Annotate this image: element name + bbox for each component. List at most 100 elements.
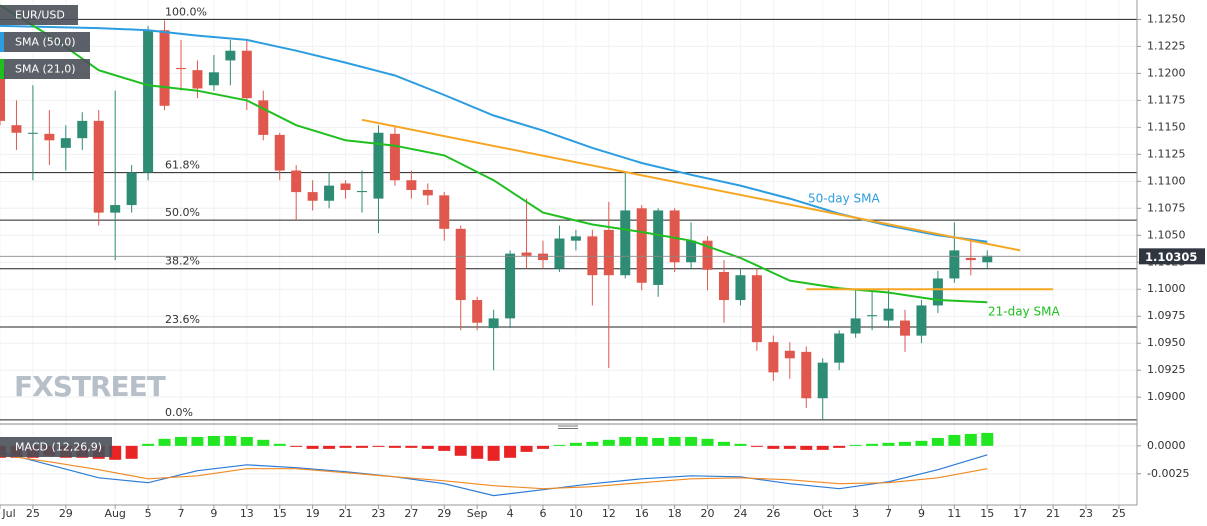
- histogram-bar: [586, 441, 599, 446]
- histogram-bar: [109, 445, 122, 460]
- candle-body: [620, 210, 631, 276]
- histogram-bar: [619, 436, 632, 446]
- candle-body: [784, 350, 795, 359]
- macd-line: [0, 451, 988, 497]
- candle-body: [850, 318, 861, 334]
- histogram-bar: [767, 445, 780, 449]
- histogram-bar: [372, 445, 385, 447]
- candle-body: [982, 255, 993, 263]
- histogram-bar: [355, 445, 368, 448]
- x-tick-label: 23: [1079, 507, 1093, 520]
- histogram-bar: [652, 437, 665, 446]
- histogram-bar: [915, 440, 928, 446]
- histogram-bar: [273, 443, 286, 446]
- histogram-bar: [142, 443, 155, 446]
- candle-body: [44, 133, 55, 141]
- histogram-bar: [306, 445, 319, 449]
- y-tick-label: 0.0000: [1147, 439, 1186, 452]
- panel-handle[interactable]: [558, 425, 578, 429]
- x-tick-label: Oct: [813, 507, 833, 520]
- candle-body: [126, 172, 137, 206]
- histogram-bar: [701, 438, 714, 446]
- histogram-bar: [849, 444, 862, 446]
- y-tick-label: 1.1075: [1147, 201, 1186, 214]
- histogram-bar: [240, 436, 253, 446]
- candle-body: [241, 50, 252, 99]
- histogram-bar: [635, 436, 648, 446]
- histogram-bar: [833, 445, 846, 448]
- candle-body: [422, 189, 433, 196]
- histogram-bar: [553, 444, 566, 446]
- y-tick-label: 1.1250: [1147, 12, 1186, 25]
- candle-body: [587, 236, 598, 276]
- candle-body: [208, 72, 219, 86]
- histogram-bar: [964, 433, 977, 446]
- y-tick-label: 1.1000: [1147, 282, 1186, 295]
- histogram-bar: [405, 445, 418, 448]
- candle-body: [735, 275, 746, 301]
- level-label: 38.2%: [165, 255, 200, 268]
- candle-body: [669, 210, 680, 263]
- x-tick-label: 24: [733, 507, 747, 520]
- candle-body: [324, 185, 335, 201]
- x-tick-label: 23: [371, 507, 385, 520]
- histogram-bar: [866, 443, 879, 446]
- x-tick-label: Sep: [467, 507, 488, 520]
- candle-body: [225, 50, 236, 61]
- histogram-bar: [174, 436, 187, 446]
- candle-body: [636, 208, 647, 283]
- histogram-bar: [339, 445, 352, 448]
- candle-body: [653, 210, 664, 285]
- x-tick-label: 9: [918, 507, 925, 520]
- histogram-bar: [224, 435, 237, 446]
- x-tick-label: 16: [635, 507, 649, 520]
- histogram-bar: [471, 445, 484, 459]
- candle-body: [472, 300, 483, 323]
- level-label: 50.0%: [165, 206, 200, 219]
- x-tick-label: Jul: [1, 507, 15, 520]
- sma-line: [0, 24, 988, 243]
- candle-body: [93, 120, 104, 213]
- candle-body: [817, 362, 828, 399]
- x-tick-label: 13: [240, 507, 254, 520]
- histogram-bar: [750, 445, 763, 447]
- x-tick-label: 15: [273, 507, 287, 520]
- histogram-bar: [438, 445, 451, 451]
- watermark: FXSTREET: [14, 370, 166, 403]
- legend-box: [0, 59, 90, 79]
- candle-body: [521, 252, 532, 256]
- candle-body: [867, 315, 878, 317]
- x-tick-label: 25: [26, 507, 40, 520]
- candle-body: [439, 195, 450, 229]
- candle-body: [505, 253, 516, 319]
- candle-body: [603, 229, 614, 276]
- candle-body: [406, 180, 417, 190]
- x-tick-label: 7: [885, 507, 892, 520]
- y-tick-label: 1.1100: [1147, 174, 1186, 187]
- candle-body: [159, 30, 170, 106]
- legend-label: SMA (21,0): [15, 63, 76, 76]
- histogram-bar: [717, 441, 730, 446]
- y-tick-label: 1.0925: [1147, 363, 1186, 376]
- legend-box: [0, 437, 112, 457]
- x-tick-label: 10: [569, 507, 583, 520]
- x-tick-label: 6: [539, 507, 546, 520]
- y-tick-label: 1.0900: [1147, 390, 1186, 403]
- histogram-bar: [158, 438, 171, 446]
- x-tick-label: 4: [507, 507, 514, 520]
- legend-box: [0, 32, 90, 52]
- x-tick-label: 20: [701, 507, 715, 520]
- x-tick-label: 18: [668, 507, 682, 520]
- histogram-bar: [520, 445, 533, 452]
- plot-area: 100.0% 61.8% 50.0% 38.2% 23.6% 0.0%: [0, 4, 1137, 497]
- candle-body: [916, 305, 927, 336]
- candle-body: [143, 30, 154, 173]
- candle-body: [389, 133, 400, 181]
- candle-body: [274, 134, 285, 171]
- x-tick-label: 9: [210, 507, 217, 520]
- histogram-bar: [207, 435, 220, 446]
- x-tick-label: 29: [59, 507, 73, 520]
- y-tick-label: 1.1050: [1147, 228, 1186, 241]
- level-label: 61.8%: [165, 159, 200, 172]
- x-tick-label: 27: [404, 507, 418, 520]
